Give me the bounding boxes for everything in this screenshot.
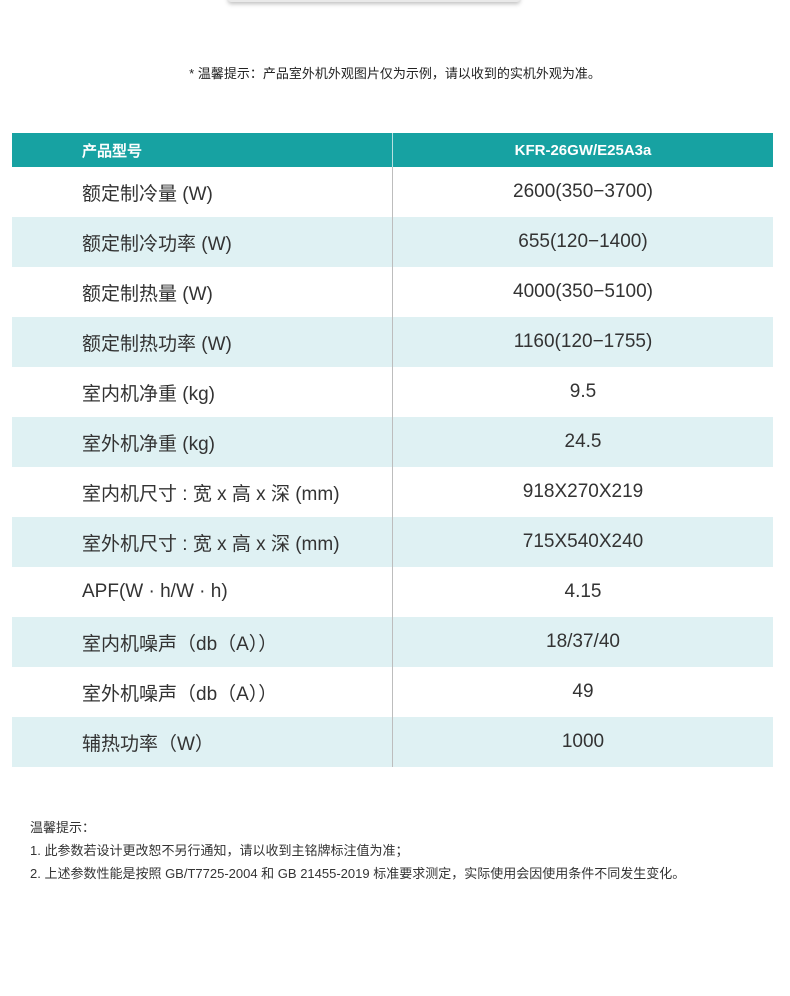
header-label: 产品型号: [12, 133, 393, 167]
header-model: KFR-26GW/E25A3a: [392, 133, 773, 167]
spec-value: 49: [572, 681, 594, 702]
spec-value: 2600(350−3700): [513, 181, 653, 202]
table-row: 额定制热量 (W) 4000(350−5100): [12, 267, 773, 317]
spec-label: 额定制冷功率 (W): [12, 217, 393, 267]
spec-value: 655(120−1400): [392, 217, 773, 267]
spec-value: 4.15: [564, 581, 602, 602]
table-row: 室内机净重 (kg) 9.5: [12, 367, 773, 417]
spec-label: 室外机净重 (kg): [12, 417, 393, 467]
table-row: 室内机噪声（db（A）） 18/37/40: [12, 617, 773, 667]
table-row: APF(W · h/W · h) 4.15: [12, 567, 773, 617]
spec-value: 24.5: [392, 417, 773, 467]
table-row: 额定制冷量 (W) 2600(350−3700): [12, 167, 773, 217]
table-header-row: 产品型号 KFR-26GW/E25A3a: [12, 133, 773, 167]
table-row: 室外机净重 (kg) 24.5: [12, 417, 773, 467]
table-row: 辅热功率（W） 1000: [12, 717, 773, 767]
spec-value: 1000: [392, 717, 773, 767]
spec-label: 额定制冷量 (W): [12, 167, 393, 217]
table-row: 室内机尺寸 : 宽 x 高 x 深 (mm) 918X270X219: [12, 467, 773, 517]
spec-value: 1160(120−1755): [392, 317, 773, 367]
spec-label: 室内机噪声（db（A））: [12, 617, 393, 667]
table-row: 额定制冷功率 (W) 655(120−1400): [12, 217, 773, 267]
table-row: 额定制热功率 (W) 1160(120−1755): [12, 317, 773, 367]
spec-label: 额定制热量 (W): [12, 267, 393, 317]
spec-value: 715X540X240: [392, 517, 773, 567]
spec-value: 9.5: [569, 381, 597, 402]
notes-title: 温馨提示：: [30, 820, 96, 835]
table-row: 室外机尺寸 : 宽 x 高 x 深 (mm) 715X540X240: [12, 517, 773, 567]
spec-value: 918X270X219: [522, 481, 644, 502]
appearance-tip: * 温馨提示：产品室外机外观图片仅为示例，请以收到的实机外观为准。: [189, 66, 601, 81]
notes: 温馨提示： 1. 此参数若设计更改恕不另行通知，请以收到主铭牌标注值为准； 2.…: [30, 816, 685, 885]
spec-label: 室外机尺寸 : 宽 x 高 x 深 (mm): [12, 517, 393, 567]
spec-label: APF(W · h/W · h): [12, 567, 393, 617]
spec-label: 室外机噪声（db（A））: [12, 667, 393, 717]
spec-label: 辅热功率（W）: [12, 717, 393, 767]
note-item: 1. 此参数若设计更改恕不另行通知，请以收到主铭牌标注值为准；: [30, 843, 409, 858]
spec-value: 18/37/40: [392, 617, 773, 667]
product-image-edge: [228, 0, 520, 2]
table-row: 室外机噪声（db（A）） 49: [12, 667, 773, 717]
spec-label: 室内机净重 (kg): [12, 367, 393, 417]
spec-label: 室内机尺寸 : 宽 x 高 x 深 (mm): [12, 467, 393, 517]
note-item: 2. 上述参数性能是按照 GB/T7725-2004 和 GB 21455-20…: [30, 866, 686, 881]
spec-table: 产品型号 KFR-26GW/E25A3a 额定制冷量 (W) 2600(350−3…: [12, 133, 773, 767]
spec-label: 额定制热功率 (W): [12, 317, 393, 367]
spec-value: 4000(350−5100): [513, 281, 653, 302]
